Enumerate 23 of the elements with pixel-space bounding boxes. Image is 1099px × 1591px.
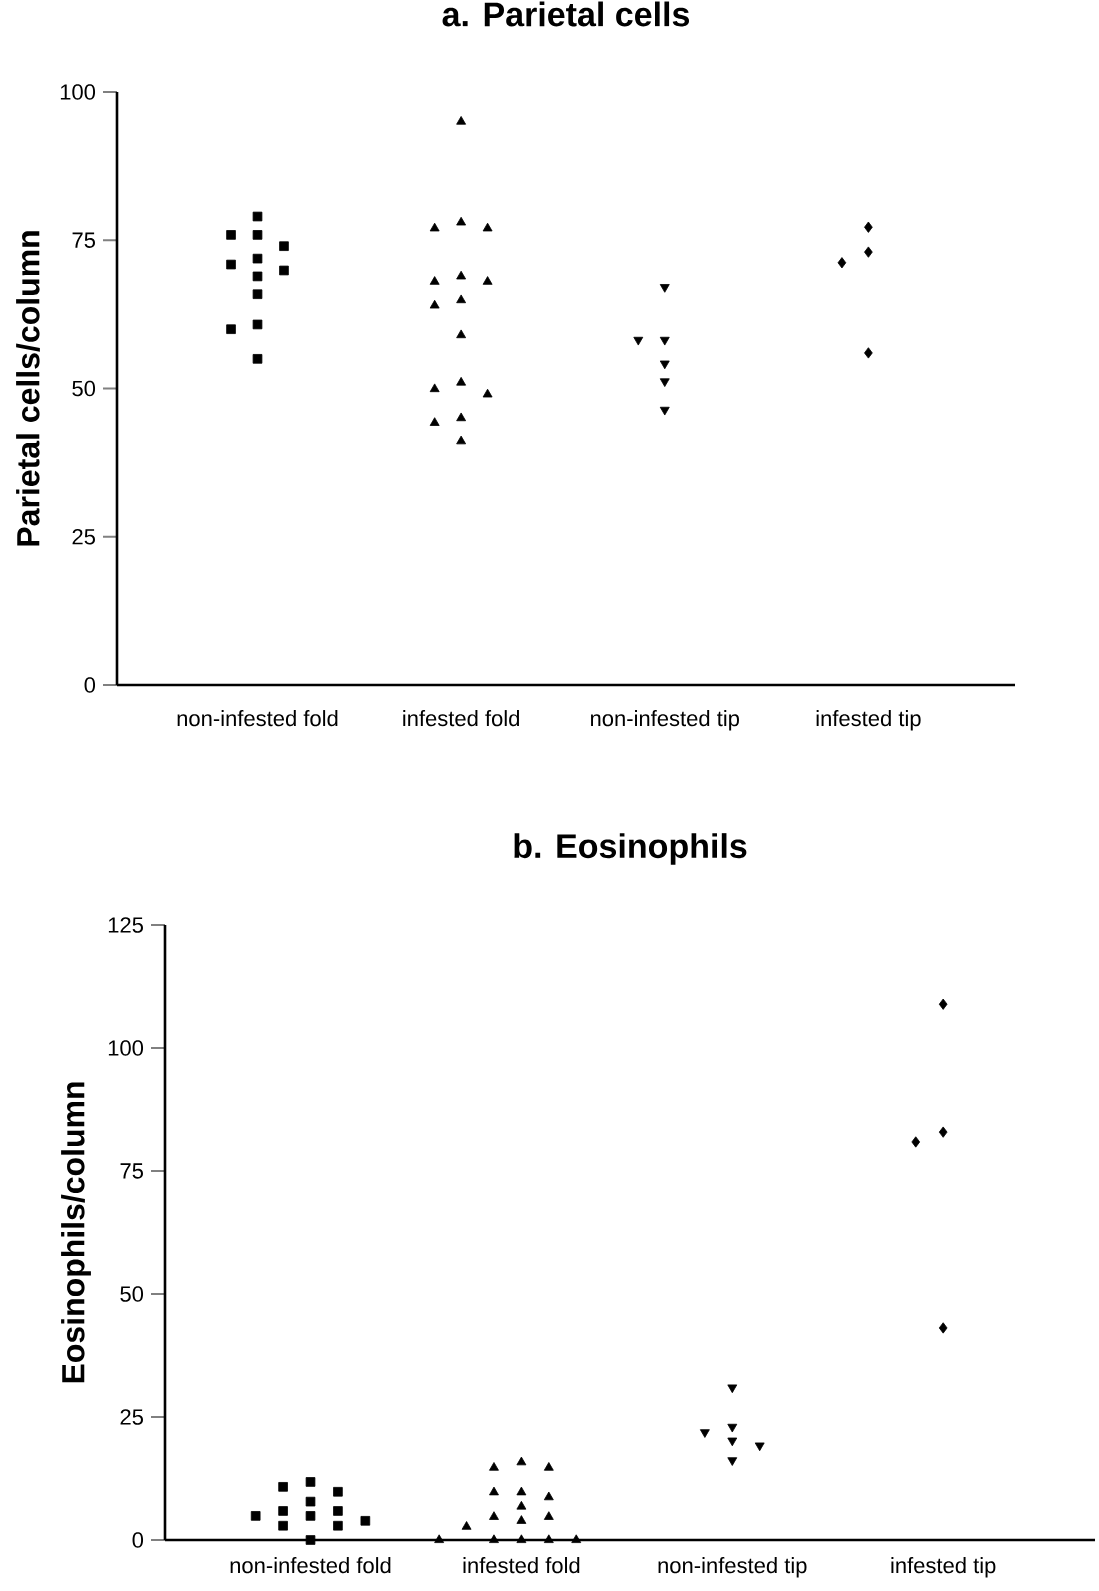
x-tick-label: non-infested tip <box>658 1557 807 1578</box>
chart-title: a. Parietal cells <box>442 1 690 27</box>
x-tick-label: infested fold <box>463 1557 580 1574</box>
x-tick-label: non-infested fold <box>177 710 338 727</box>
y-tick-label: 25 <box>72 528 95 545</box>
x-tick-label: non-infested fold <box>230 1557 391 1574</box>
x-tick-label: infested fold <box>403 710 520 727</box>
y-tick-label: 0 <box>132 1532 144 1548</box>
y-tick-label: 100 <box>108 1040 144 1056</box>
y-tick-label: 125 <box>108 917 143 933</box>
x-tick-label: infested tip <box>891 1557 996 1578</box>
y-tick-label: 25 <box>120 1409 143 1425</box>
y-tick-label: 100 <box>60 84 96 100</box>
x-tick-label: infested tip <box>816 710 921 731</box>
y-axis-title: Eosinophils/column <box>61 1082 91 1383</box>
y-tick-label: 50 <box>72 380 96 397</box>
y-tick-label: 50 <box>120 1286 144 1302</box>
y-tick-label: 0 <box>84 677 96 693</box>
y-tick-label: 75 <box>72 232 95 248</box>
y-tick-label: 75 <box>120 1163 143 1179</box>
x-tick-label: non-infested tip <box>591 710 739 731</box>
y-axis-title: Parietal cells/column <box>16 231 40 546</box>
chart-title: b. Eosinophils <box>514 833 747 865</box>
